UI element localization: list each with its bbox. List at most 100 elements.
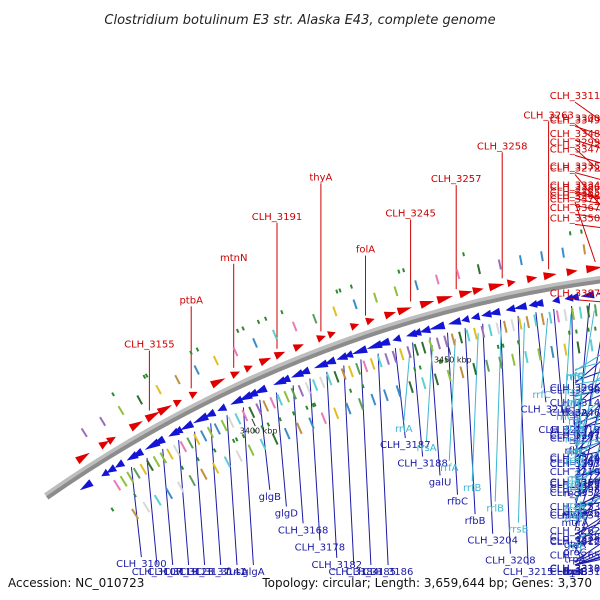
reverse-gene-label-connector bbox=[464, 328, 476, 515]
forward-gene-arrow bbox=[188, 391, 198, 399]
forward-gene-arrow bbox=[436, 296, 453, 304]
reverse-gene-arrow bbox=[406, 329, 418, 337]
reverse-gene-label-connector bbox=[275, 392, 287, 507]
gene-bar bbox=[563, 309, 568, 322]
rrna-gene-label: rrsJ bbox=[567, 478, 583, 489]
gene-bar bbox=[503, 320, 508, 333]
reverse-gene-arrow bbox=[366, 340, 383, 349]
reverse-gene-label-connector bbox=[292, 385, 304, 524]
gene-bar bbox=[212, 355, 220, 366]
gene-bar bbox=[80, 427, 88, 438]
gene-bar bbox=[333, 407, 340, 420]
reverse-gene-arrow bbox=[230, 395, 244, 405]
forward-gene-label: CLH_3300 bbox=[550, 113, 600, 124]
reverse-gene-label: CLH_3216 bbox=[521, 404, 572, 415]
forward-gene-arrow bbox=[243, 365, 253, 373]
reverse-gene-label: gidB bbox=[564, 509, 586, 520]
gene-bar bbox=[193, 433, 201, 446]
gene-bar bbox=[373, 292, 378, 303]
gene-bar bbox=[383, 389, 389, 402]
gene-bar bbox=[589, 339, 594, 352]
reverse-gene-label-connector bbox=[574, 361, 600, 384]
rrna-gene-label-connector bbox=[517, 322, 525, 523]
green-feature-mark bbox=[195, 347, 200, 352]
reverse-gene-arrow bbox=[505, 304, 516, 313]
rrna-gene-label-connector bbox=[403, 351, 411, 422]
gene-bar bbox=[248, 406, 256, 419]
gene-bar bbox=[117, 405, 125, 416]
gene-bar bbox=[206, 426, 215, 439]
gene-bar bbox=[395, 385, 402, 398]
reverse-gene-arrow bbox=[428, 321, 446, 330]
reverse-gene-label: fusA bbox=[226, 567, 248, 578]
rrna-gene-label: rrfF bbox=[566, 448, 584, 459]
reverse-gene-arrow bbox=[313, 359, 329, 369]
reverse-gene-label: CLH_3184 bbox=[329, 567, 380, 578]
green-feature-mark bbox=[235, 328, 240, 334]
rrna-gene-label: rrlI bbox=[568, 417, 582, 428]
reverse-gene-arrow bbox=[323, 356, 337, 365]
reverse-gene-label: rfbC bbox=[565, 446, 586, 457]
reverse-gene-label: CLH_3217 bbox=[538, 425, 589, 436]
reverse-gene-arrow bbox=[291, 369, 305, 378]
topology-text: Topology: circular; Length: 3,659,644 bp… bbox=[261, 576, 592, 590]
gene-bar bbox=[296, 422, 303, 435]
gene-bar bbox=[283, 390, 291, 403]
green-feature-mark bbox=[110, 507, 115, 512]
reverse-gene-arrow bbox=[205, 408, 217, 418]
reverse-gene-label-connector bbox=[553, 308, 565, 424]
reverse-gene-label: CLH_3262 bbox=[550, 526, 600, 537]
rrna-gene-label-connector bbox=[426, 345, 433, 442]
gene-bar bbox=[193, 365, 200, 375]
gene-bar bbox=[421, 341, 427, 354]
reverse-gene-label: CLH_3141 bbox=[195, 567, 246, 578]
reverse-gene-arrow bbox=[238, 391, 253, 401]
forward-gene-arrow bbox=[258, 357, 272, 367]
rrna-gene-label: rrlC bbox=[556, 412, 574, 423]
gene-bar bbox=[186, 437, 194, 449]
green-feature-mark bbox=[516, 340, 520, 345]
gene-bar bbox=[311, 379, 319, 391]
reverse-gene-arrow bbox=[150, 435, 166, 447]
reverse-gene-label: CLH_3319 bbox=[550, 425, 600, 436]
forward-gene-arrow bbox=[316, 335, 326, 343]
gene-bar bbox=[139, 463, 148, 476]
reverse-gene-arrow bbox=[298, 366, 311, 375]
reverse-gene-label: CLH_3246 bbox=[550, 408, 600, 419]
gene-bar bbox=[384, 352, 390, 366]
rrna-gene-label: rrfE bbox=[566, 373, 584, 384]
gene-bar bbox=[550, 345, 555, 358]
forward-gene-arrow bbox=[230, 371, 240, 379]
gene-bar bbox=[497, 259, 502, 270]
forward-gene-arrow bbox=[349, 323, 360, 331]
gene-bar bbox=[472, 362, 478, 376]
forward-gene-label: CLH_3386 bbox=[550, 182, 600, 193]
green-feature-mark bbox=[241, 433, 246, 439]
green-feature-mark bbox=[133, 493, 137, 498]
kbp-tick-label: 3450 kbp bbox=[434, 355, 472, 364]
forward-gene-arrow bbox=[472, 287, 484, 295]
forward-gene-label: CLH_3272 bbox=[550, 163, 600, 174]
gene-bar bbox=[458, 331, 464, 344]
kbp-tick-mark bbox=[251, 418, 256, 427]
rrna-gene-label-connector bbox=[494, 327, 502, 502]
gene-bar bbox=[414, 280, 419, 291]
forward-gene-label-connector bbox=[574, 174, 600, 206]
gene-bar bbox=[555, 310, 560, 323]
rrna-gene-label-connector bbox=[574, 377, 600, 396]
forward-gene-arrow bbox=[98, 440, 109, 450]
gene-bar bbox=[355, 362, 362, 375]
reverse-gene-label: rfbB bbox=[465, 516, 486, 527]
gene-bar bbox=[443, 335, 449, 348]
reverse-gene-label-connector bbox=[412, 342, 424, 457]
reverse-gene-label-connector bbox=[574, 443, 600, 531]
forward-gene-label: CLH_3385 bbox=[550, 188, 600, 199]
gene-bar bbox=[276, 393, 284, 406]
forward-gene-arrow bbox=[566, 268, 578, 277]
rrna-gene-label-connector bbox=[448, 338, 456, 461]
rrna-gene-label: rrsE bbox=[565, 423, 585, 434]
forward-gene-label: folA bbox=[356, 245, 375, 256]
green-feature-mark bbox=[335, 289, 339, 294]
gene-bar bbox=[99, 416, 107, 427]
